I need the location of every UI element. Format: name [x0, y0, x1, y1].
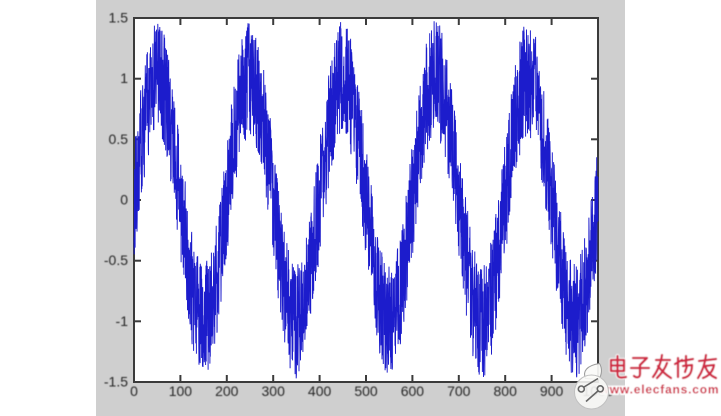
svg-text:100: 100 [169, 383, 193, 399]
svg-text:-0.5: -0.5 [104, 252, 128, 268]
svg-text:600: 600 [401, 383, 425, 399]
svg-text:0.5: 0.5 [109, 131, 129, 147]
svg-text:0: 0 [130, 383, 138, 399]
svg-text:800: 800 [494, 383, 518, 399]
svg-text:200: 200 [215, 383, 239, 399]
svg-text:-1: -1 [116, 313, 129, 329]
svg-text:500: 500 [354, 383, 378, 399]
svg-text:1: 1 [120, 70, 128, 86]
svg-text:0: 0 [120, 192, 128, 208]
svg-text:400: 400 [308, 383, 332, 399]
svg-text:700: 700 [447, 383, 471, 399]
svg-text:-1.5: -1.5 [104, 374, 128, 390]
svg-text:1.5: 1.5 [109, 10, 129, 26]
svg-text:900: 900 [540, 383, 564, 399]
svg-text:300: 300 [262, 383, 286, 399]
svg-text:www.elecfans.com: www.elecfans.com [599, 383, 720, 397]
